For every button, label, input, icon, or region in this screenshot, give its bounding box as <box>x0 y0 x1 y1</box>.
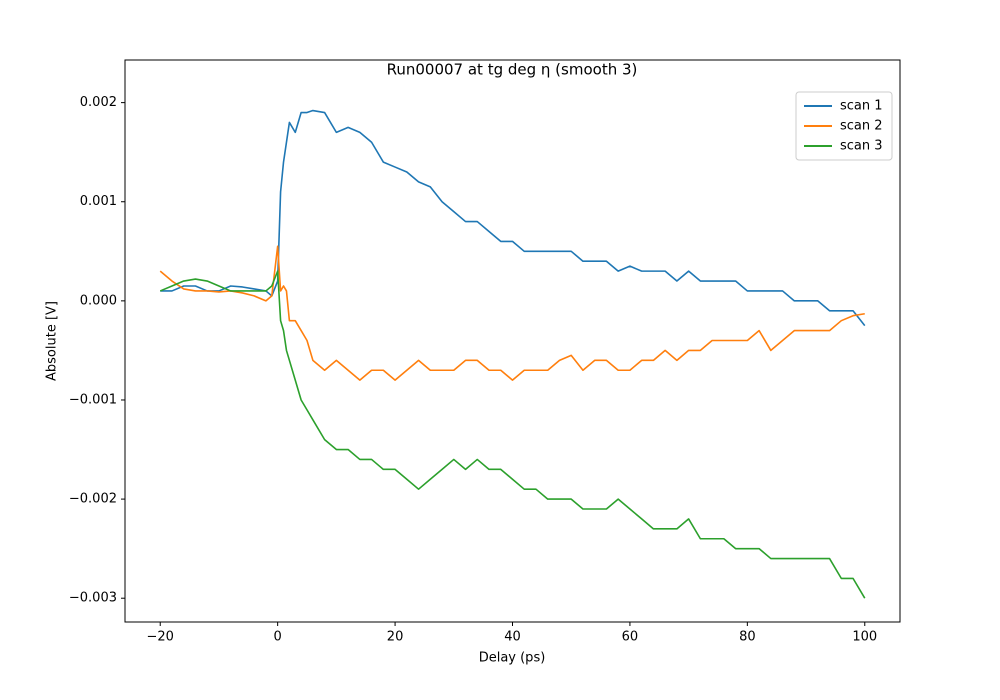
legend-label: scan 2 <box>840 119 883 134</box>
y-tick-label: −0.003 <box>69 591 117 606</box>
y-tick-label: 0.000 <box>80 293 117 308</box>
legend-label: scan 1 <box>840 99 883 114</box>
y-axis-label: Absolute [V] <box>45 301 60 381</box>
y-tick-label: −0.001 <box>69 392 117 407</box>
plot-frame <box>124 59 901 623</box>
x-tick-label: 80 <box>739 630 756 645</box>
x-tick-label: 0 <box>274 630 282 645</box>
x-tick-label: 40 <box>504 630 521 645</box>
chart-title: Run00007 at tg deg η (smooth 3) <box>387 61 638 79</box>
legend-box <box>795 91 893 161</box>
series-line <box>159 270 866 599</box>
x-tick-label: 100 <box>852 630 877 645</box>
y-tick-label: −0.002 <box>69 492 117 507</box>
x-tick-label: 60 <box>622 630 639 645</box>
y-tick-label: 0.001 <box>80 194 117 209</box>
x-tick-label: −20 <box>147 630 174 645</box>
x-axis-label: Delay (ps) <box>479 651 546 666</box>
y-tick-label: 0.002 <box>80 95 117 110</box>
legend-label: scan 3 <box>840 139 883 154</box>
x-tick-label: 20 <box>387 630 404 645</box>
series-line <box>159 245 865 381</box>
